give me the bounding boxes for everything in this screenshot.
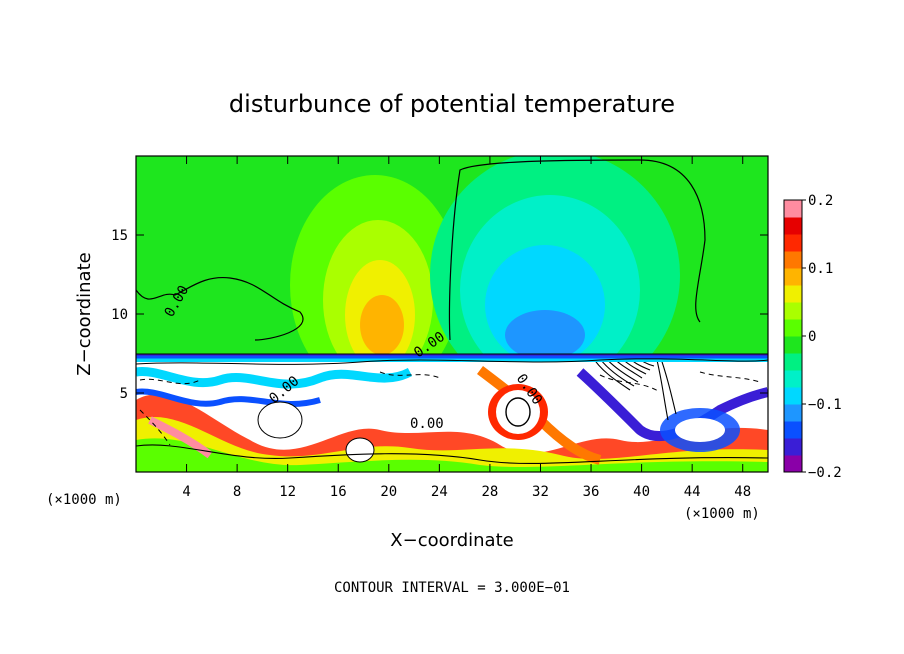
colorbar-swatch	[784, 336, 802, 354]
y-tick-label: 5	[120, 386, 128, 402]
x-tick-label: 44	[684, 484, 701, 500]
x-tick-label: 4	[182, 484, 190, 500]
x-axis-label: X−coordinate	[390, 530, 513, 551]
boundary-layer	[136, 356, 768, 472]
turbulence-band-red	[136, 394, 768, 472]
x-tick-label: 12	[279, 484, 296, 500]
x-tick-label: 16	[330, 484, 347, 500]
colorbar-swatch	[784, 217, 802, 235]
x-tick-label: 32	[532, 484, 549, 500]
x-tick-label: 8	[233, 484, 241, 500]
chart-title: disturbunce of potential temperature	[229, 90, 675, 118]
x-tick-label: 20	[380, 484, 397, 500]
y-axis-label: Z−coordinate	[74, 252, 95, 375]
y-axis: 5 10 15	[111, 228, 768, 402]
colorbar-tick-label: 0	[808, 329, 816, 345]
eddy-center-core	[505, 397, 531, 427]
lower-zero-contour	[136, 444, 768, 465]
colorbar-tick-label: 0.1	[808, 261, 833, 277]
colorbar-swatch	[784, 370, 802, 388]
x-tick-label: 24	[431, 484, 448, 500]
eddy-right-lower-core	[675, 418, 725, 442]
colorbar-swatch	[784, 319, 802, 337]
colorbar-swatch	[784, 268, 802, 286]
contour-label-4: 0.00	[410, 416, 444, 432]
dashed-contours-left	[139, 371, 441, 446]
x-unit-right: (×1000 m)	[684, 506, 760, 522]
zero-contour-upper	[136, 159, 706, 341]
colorbar-tick-label: 0.2	[808, 193, 833, 209]
turbulence-band-cyan	[136, 367, 413, 389]
colorbar-swatch	[784, 404, 802, 422]
y-tick-label: 10	[111, 307, 128, 323]
x-tick-label: 40	[633, 484, 650, 500]
cold-anomaly-core	[505, 310, 585, 360]
colorbar-tick-label: −0.1	[808, 397, 842, 413]
colorbar-swatch	[784, 438, 802, 456]
colorbar-swatch	[784, 353, 802, 371]
colorbar-swatch	[784, 387, 802, 405]
x-axis: 4 8 12 16 20 24 28 32 36 40 44 48	[182, 156, 751, 500]
colorbar: 0.2 0.1 0 −0.1 −0.2	[783, 193, 842, 481]
colorbar-tick-label: −0.2	[808, 465, 842, 481]
colorbar-swatch	[784, 251, 802, 269]
plot-area: 0.00 0.00 0.00 0.00 0.00	[136, 156, 768, 472]
colorbar-swatch	[784, 421, 802, 439]
eddy-left-core	[345, 437, 375, 463]
x-tick-label: 36	[583, 484, 600, 500]
x-tick-label: 48	[734, 484, 751, 500]
dashed-contours-right	[599, 371, 761, 393]
colorbar-swatch	[784, 200, 802, 218]
turbulence-band-green	[136, 438, 768, 472]
eddy-center	[496, 390, 540, 434]
contour-interval-note: CONTOUR INTERVAL = 3.000E−01	[334, 580, 570, 596]
colorbar-swatch	[784, 234, 802, 252]
y-tick-label: 15	[111, 228, 128, 244]
colorbar-swatch	[784, 285, 802, 303]
x-unit-left: (×1000 m)	[46, 492, 122, 508]
colorbar-swatch	[784, 455, 802, 473]
x-tick-label: 28	[481, 484, 498, 500]
colorbar-swatch	[784, 302, 802, 320]
warm-anomaly-core	[360, 295, 404, 355]
inversion-contour	[136, 353, 768, 365]
eddy-left	[257, 401, 303, 439]
